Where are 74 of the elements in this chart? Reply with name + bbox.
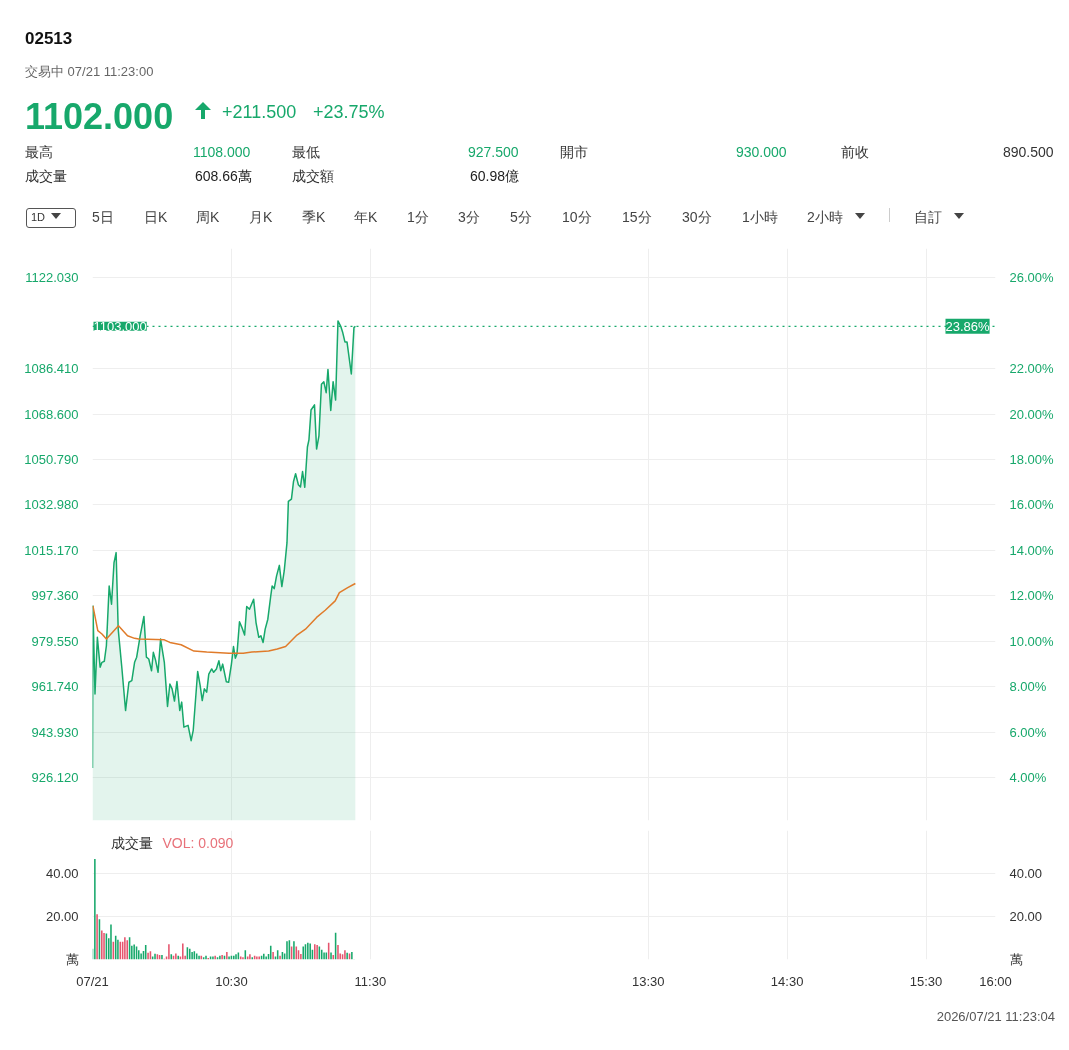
annotation: VOL: 0.090 [162,834,234,851]
y-tick-label: 1015.170 [24,542,79,558]
text: 5日 [92,208,114,227]
y-tick-label: 40.00 [45,866,79,881]
chart-subtitle: 交易中 07/21 11:23:00 [25,63,154,81]
text: 927.500 [468,143,519,162]
x-tick-label: 10:30 [215,973,248,989]
text: 15分 [622,208,652,227]
chart-title: 02513 [25,28,73,50]
text: 1102.000 [25,95,174,139]
text: 月K [249,208,273,227]
line-series [92,582,357,654]
y2-tick-label: 16.00% [1009,497,1055,513]
text: 1分 [407,208,429,227]
text: 3分 [458,208,480,227]
text: 890.500 [1003,143,1054,162]
y2-tick-label: 10.00% [1009,633,1055,649]
y-tick-label: 979.550 [31,633,79,649]
y2-tick-label: 26.00% [1009,270,1055,286]
y2-tick-label: 40.00 [1009,866,1043,881]
x-tick-label: 16:00 [979,973,1012,989]
text: 5分 [510,208,532,227]
x-tick-label: 11:30 [354,973,387,989]
y2-tick-label: 22.00% [1009,361,1055,377]
y-tick-label: 1086.410 [24,361,79,377]
text: 季K [302,208,326,227]
y-tick-label: 1068.600 [24,406,79,422]
y-tick-label: 961.740 [31,679,79,695]
text: 2026/07/21 11:23:04 [936,1008,1055,1026]
ref-line-label: 1103.000 [93,318,147,334]
x-tick-label: 15:30 [909,973,943,989]
y2-tick-label: 8.00% [1009,679,1047,695]
y2-tick-label: 4.00% [1009,770,1047,786]
y-tick-label: 997.360 [31,588,79,604]
y-tick-label: 20.00 [45,909,79,924]
y2-tick-label: 20.00 [1009,909,1043,924]
y2-tick-label: 12.00% [1009,588,1055,604]
y2-tick-label: 18.00% [1009,452,1055,468]
y-tick-label: 926.120 [31,770,79,786]
y-tick-label: 萬 [65,952,79,967]
y2-tick-label: 6.00% [1009,724,1047,740]
text: 30分 [682,208,712,227]
text: 自訂 [914,208,942,227]
text: 60.98億 [470,167,520,186]
x-tick-label: 14:30 [770,973,804,989]
x-tick-label: 13:30 [631,973,665,989]
annotation: 23.86% [945,318,991,334]
text: 1108.000 [193,143,251,162]
text: 成交量 [25,167,67,186]
text: 最高 [25,143,53,162]
text: 2小時 [807,208,843,227]
text: 前收 [841,143,869,162]
text: 成交額 [292,167,334,186]
x-tick-label: 07/21 [76,973,109,989]
text: 10分 [562,208,592,227]
y-tick-label: 1122.030 [25,270,79,286]
text: +23.75% [313,101,385,124]
text: 1D [26,208,77,228]
text: 開市 [560,143,588,162]
text: 年K [354,208,378,227]
text: 最低 [292,143,320,162]
y2-tick-label: 20.00% [1009,406,1055,422]
text: 608.66萬 [195,167,252,186]
y2-tick-label: 萬 [1009,952,1023,967]
annotation: 成交量 [110,834,153,851]
text: 930.000 [736,143,787,162]
y2-tick-label: 14.00% [1009,542,1055,558]
y-tick-label: 1032.980 [24,497,79,513]
y-tick-label: 943.930 [31,724,79,740]
y-tick-label: 1050.790 [24,452,79,468]
text: 1小時 [742,208,778,227]
text: +211.500 [222,101,297,124]
text: 日K [144,208,168,227]
text: 周K [196,208,220,227]
